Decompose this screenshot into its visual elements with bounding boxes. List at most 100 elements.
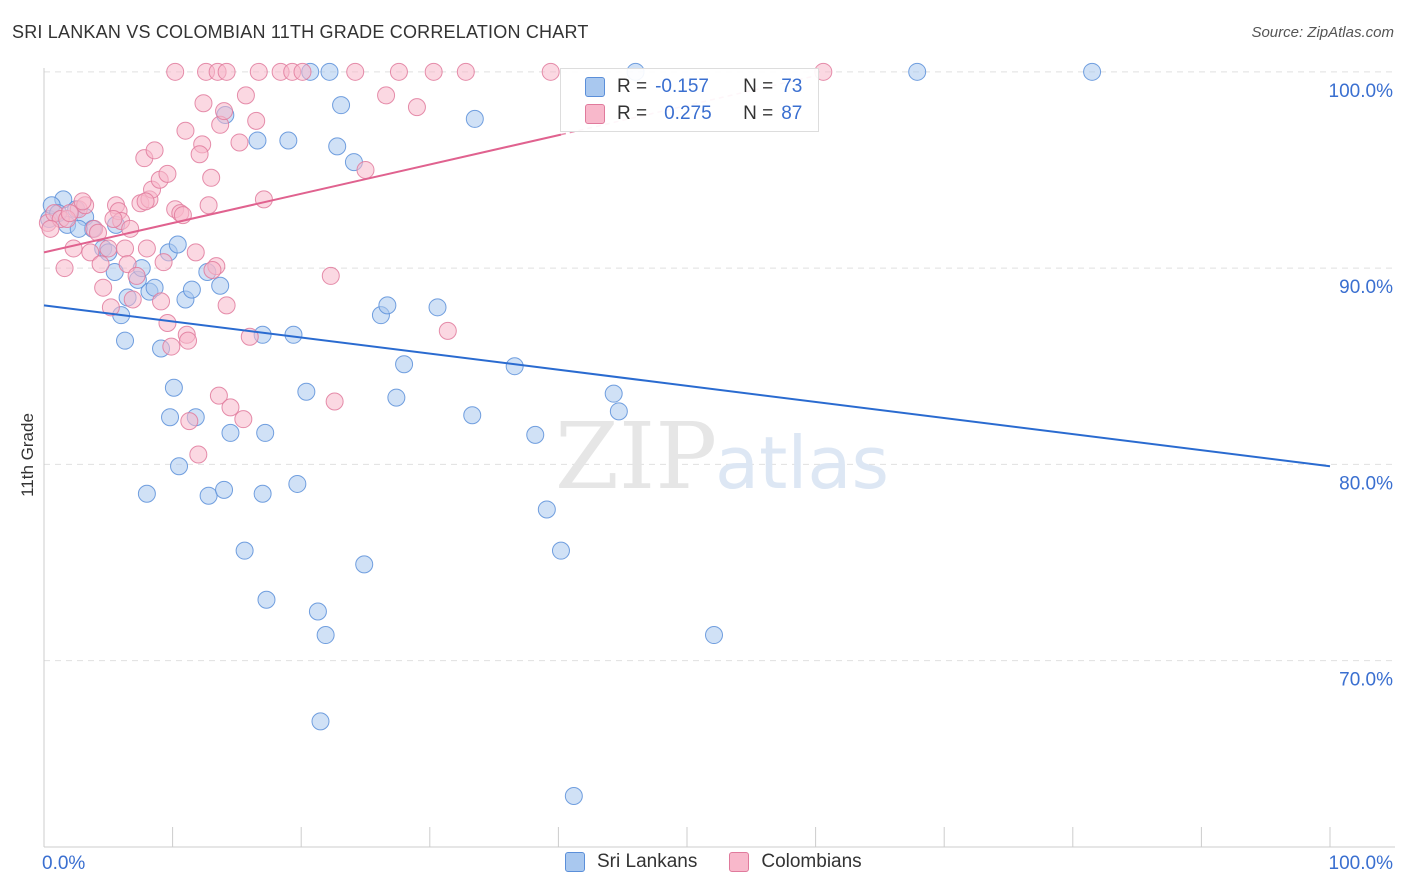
- data-point-sri-lankans: [137, 484, 156, 503]
- trendline-colombians: [43, 133, 562, 254]
- data-point-sri-lankans: [551, 541, 570, 560]
- data-point-colombians: [41, 219, 60, 238]
- data-point-colombians: [209, 386, 228, 405]
- data-point-colombians: [247, 111, 266, 130]
- data-point-colombians: [346, 62, 365, 81]
- data-point-sri-lankans: [320, 62, 339, 81]
- data-point-sri-lankans: [428, 298, 447, 317]
- data-point-colombians: [91, 255, 110, 274]
- data-point-sri-lankans: [161, 408, 180, 427]
- data-point-colombians: [158, 164, 177, 183]
- data-point-colombians: [377, 86, 396, 105]
- legend-n-value: 87: [781, 103, 803, 124]
- data-point-sri-lankans: [609, 402, 628, 421]
- data-point-colombians: [217, 62, 236, 81]
- data-point-colombians: [152, 292, 171, 311]
- data-point-colombians: [217, 296, 236, 315]
- legend-n-label: N =: [743, 103, 774, 124]
- data-point-colombians: [293, 62, 312, 81]
- data-point-colombians: [104, 210, 123, 228]
- data-point-colombians: [81, 243, 100, 262]
- data-point-sri-lankans: [308, 602, 327, 621]
- data-point-colombians: [438, 321, 457, 340]
- data-point-colombians: [154, 253, 173, 272]
- data-point-colombians: [424, 62, 443, 81]
- data-point-colombians: [162, 337, 181, 356]
- legend-swatch-pink: [585, 104, 605, 124]
- data-point-sri-lankans: [387, 388, 406, 407]
- data-point-colombians: [190, 145, 209, 164]
- legend-swatch-blue: [565, 852, 585, 872]
- data-point-colombians: [407, 98, 426, 117]
- data-point-sri-lankans: [215, 480, 234, 499]
- data-point-colombians: [236, 86, 255, 105]
- data-point-sri-lankans: [505, 357, 524, 376]
- data-point-sri-lankans: [908, 62, 927, 81]
- data-point-colombians: [127, 266, 146, 285]
- data-point-sri-lankans: [284, 325, 303, 344]
- data-point-colombians: [145, 141, 164, 160]
- data-point-sri-lankans: [288, 474, 307, 493]
- data-point-colombians: [189, 445, 208, 464]
- data-point-colombians: [389, 62, 408, 81]
- data-point-colombians: [456, 62, 475, 81]
- legend-n-value: 73: [781, 76, 803, 97]
- data-point-colombians: [230, 133, 249, 152]
- data-point-sri-lankans: [604, 384, 623, 403]
- data-point-sri-lankans: [537, 500, 556, 519]
- series-legend: Sri Lankans Colombians: [565, 851, 894, 873]
- data-point-colombians: [249, 62, 268, 81]
- data-point-colombians: [202, 168, 221, 187]
- legend-r-label: R =: [617, 76, 648, 97]
- data-point-colombians: [64, 239, 83, 258]
- data-point-colombians: [254, 190, 273, 209]
- data-point-sri-lankans: [564, 786, 583, 805]
- data-point-sri-lankans: [279, 131, 298, 150]
- series-legend-colombians[interactable]: Colombians: [729, 851, 862, 873]
- legend-swatch-pink: [729, 852, 750, 872]
- correlation-legend: R = -0.157 N = 73 R = 0.275 N = 87: [560, 68, 819, 132]
- data-point-colombians: [179, 331, 198, 350]
- data-point-sri-lankans: [297, 382, 316, 401]
- legend-r-value: 0.275: [664, 103, 712, 124]
- data-point-sri-lankans: [164, 378, 183, 397]
- data-point-colombians: [203, 261, 222, 280]
- data-point-sri-lankans: [705, 626, 724, 645]
- data-point-colombians: [321, 266, 340, 285]
- data-point-sri-lankans: [316, 626, 335, 645]
- data-point-sri-lankans: [221, 423, 240, 442]
- data-point-sri-lankans: [526, 425, 545, 444]
- data-point-sri-lankans: [328, 137, 347, 156]
- data-point-colombians: [123, 290, 142, 309]
- data-point-colombians: [73, 192, 92, 211]
- legend-r-label: R =: [617, 103, 648, 124]
- data-point-colombians: [99, 239, 118, 258]
- data-point-colombians: [89, 223, 108, 242]
- data-point-colombians: [176, 121, 195, 140]
- data-point-sri-lankans: [211, 276, 230, 295]
- data-point-sri-lankans: [253, 484, 272, 503]
- legend-n-label: N =: [743, 76, 774, 97]
- data-point-sri-lankans: [1083, 62, 1102, 81]
- data-point-colombians: [325, 392, 344, 411]
- data-point-sri-lankans: [168, 235, 187, 254]
- watermark-atlas: atlas: [715, 421, 889, 505]
- data-point-colombians: [136, 192, 155, 211]
- chart-title: SRI LANKAN VS COLOMBIAN 11TH GRADE CORRE…: [12, 22, 589, 42]
- data-point-colombians: [94, 278, 113, 297]
- data-point-colombians: [194, 94, 213, 113]
- trendline-sri-lankans: [43, 304, 1331, 468]
- data-point-colombians: [116, 239, 135, 258]
- y-tick-label: 90.0%: [1339, 277, 1393, 298]
- data-point-colombians: [55, 259, 74, 278]
- x-tick-label: 0.0%: [42, 853, 85, 874]
- data-point-colombians: [221, 398, 240, 417]
- data-point-colombians: [234, 410, 253, 429]
- data-point-sri-lankans: [170, 457, 189, 476]
- y-axis-label: 11th Grade: [18, 413, 37, 497]
- data-point-colombians: [137, 239, 156, 258]
- y-tick-label: 70.0%: [1339, 670, 1393, 691]
- series-legend-sri-lankans[interactable]: Sri Lankans: [565, 851, 697, 873]
- legend-r-value: -0.157: [655, 76, 709, 97]
